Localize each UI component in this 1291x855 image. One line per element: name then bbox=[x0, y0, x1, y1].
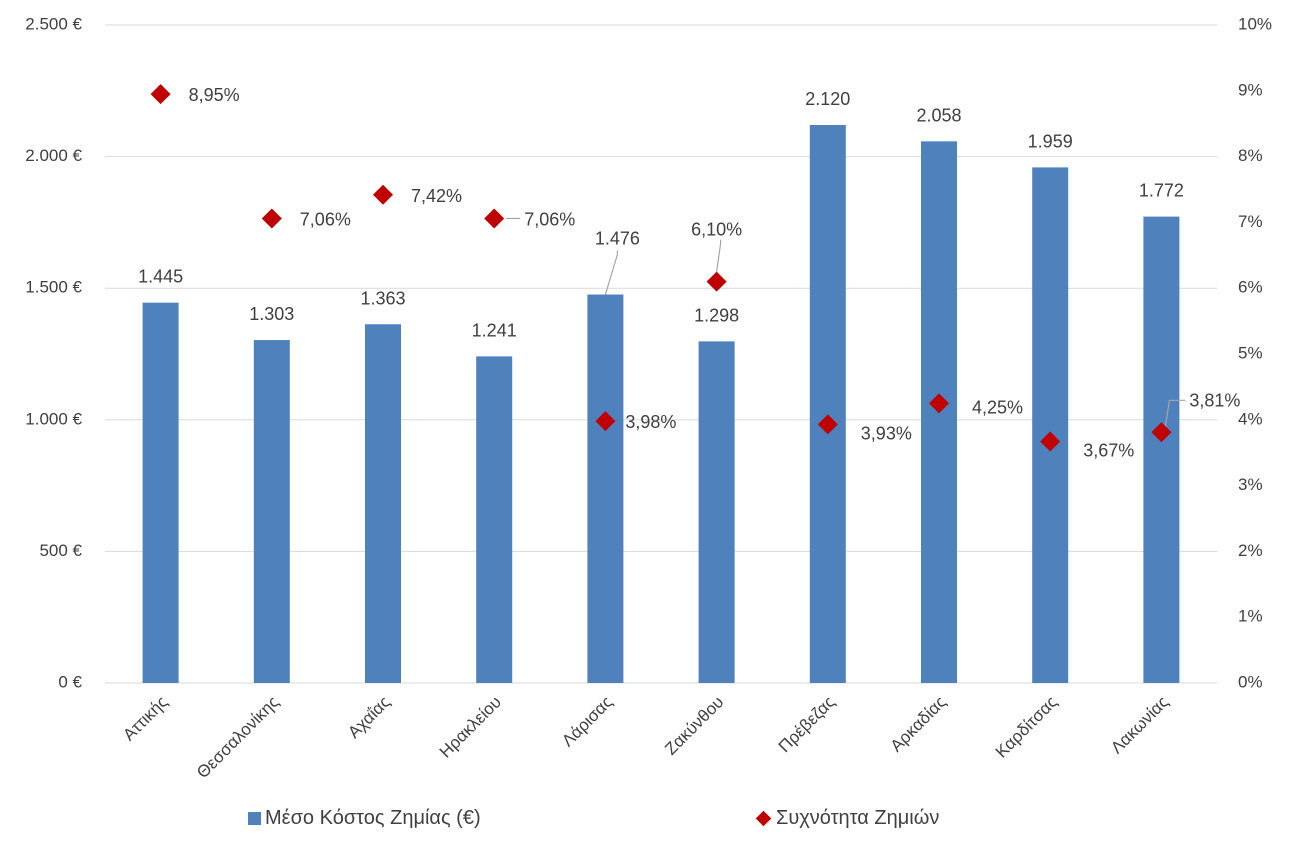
y-right-tick-label: 9% bbox=[1238, 80, 1263, 99]
y-right-tick-label: 6% bbox=[1238, 278, 1263, 297]
point-data-label: 7,42% bbox=[411, 186, 462, 206]
leader-lines bbox=[506, 217, 1186, 427]
category-label: Καρδίτσας bbox=[992, 692, 1061, 761]
point-data-label: 3,67% bbox=[1083, 441, 1134, 461]
bar-data-label: 1.363 bbox=[360, 288, 405, 308]
diamond-marker bbox=[706, 271, 727, 292]
bar bbox=[142, 302, 179, 683]
y-left-tick-label: 1.500 € bbox=[25, 278, 82, 297]
point-data-label: 6,10% bbox=[691, 220, 742, 240]
category-label: Αρκαδίας bbox=[887, 692, 950, 755]
bar-data-label: 1.298 bbox=[694, 305, 739, 325]
category-label: Λάρισας bbox=[558, 692, 616, 750]
y-right-tick-label: 3% bbox=[1238, 475, 1263, 494]
bar bbox=[253, 340, 290, 683]
point-data-label: 8,95% bbox=[189, 85, 240, 105]
bar bbox=[365, 324, 401, 683]
legend-bar-swatch-icon bbox=[248, 812, 261, 825]
bar bbox=[1143, 216, 1180, 683]
y-right-tick-label: 8% bbox=[1238, 146, 1263, 165]
bar bbox=[1032, 167, 1069, 683]
y-right-tick-label: 4% bbox=[1238, 409, 1263, 428]
bar-data-label: 1.303 bbox=[249, 304, 294, 324]
category-label: Θεσσαλονίκης bbox=[193, 692, 283, 782]
y-left-tick-label: 1.000 € bbox=[25, 409, 82, 428]
bar-data-label: 1.772 bbox=[1139, 181, 1184, 201]
y-right-tick-label: 0% bbox=[1238, 672, 1263, 691]
category-label: Ηρακλείου bbox=[436, 692, 505, 761]
legend-label-cost: Μέσο Κόστος Ζημίας (€) bbox=[265, 807, 481, 829]
diamond-marker bbox=[484, 208, 505, 229]
diamond-series bbox=[150, 84, 1172, 452]
y-left-tick-label: 0 € bbox=[58, 672, 82, 691]
gridlines bbox=[105, 24, 1217, 684]
legend-label-frequency: Συχνότητα Ζημιών bbox=[776, 807, 940, 829]
y-right-tick-label: 10% bbox=[1238, 14, 1272, 33]
legend-diamond-swatch-icon bbox=[755, 810, 772, 827]
y-right-tick-label: 5% bbox=[1238, 343, 1263, 362]
leader-line bbox=[604, 250, 619, 295]
diamond-marker bbox=[817, 414, 838, 435]
y-left-tick-label: 500 € bbox=[39, 541, 82, 560]
bar-data-label: 2.120 bbox=[805, 89, 850, 109]
category-label: Λακωνίας bbox=[1107, 692, 1172, 757]
bar-series bbox=[142, 125, 1180, 684]
bar bbox=[587, 294, 624, 683]
category-label: Αττικής bbox=[119, 692, 171, 744]
left-axis-ticks: 0 € 500 € 1.000 € 1.500 € 2.000 € 2.500 € bbox=[25, 14, 82, 691]
legend-item-frequency: Συχνότητα Ζημιών bbox=[755, 807, 940, 830]
legend-item-cost: Μέσο Κόστος Ζημίας (€) bbox=[248, 807, 481, 830]
diamond-marker bbox=[929, 393, 949, 414]
category-label: Αχαΐας bbox=[344, 692, 394, 742]
bar bbox=[476, 356, 513, 683]
bar bbox=[698, 341, 735, 683]
point-data-label: 7,06% bbox=[300, 209, 351, 229]
diamond-marker bbox=[150, 84, 171, 105]
category-axis-labels: Αττικής Θεσσαλονίκης Αχαΐας Ηρακλείου Λάρισα… bbox=[119, 692, 1172, 782]
diamond-marker bbox=[261, 208, 282, 229]
bar-data-label: 1.476 bbox=[595, 229, 640, 249]
y-right-tick-label: 1% bbox=[1238, 607, 1263, 626]
right-axis-ticks: 0% 1% 2% 3% 4% 5% 6% 7% 8% 9% 10% bbox=[1238, 14, 1272, 691]
point-data-label: 3,81% bbox=[1189, 390, 1240, 410]
y-right-tick-label: 2% bbox=[1238, 541, 1263, 560]
point-data-label: 4,25% bbox=[972, 397, 1023, 417]
diamond-marker bbox=[373, 184, 393, 205]
chart: 1.445 1.303 1.363 1.241 1.476 1.298 2.120 2.058… bbox=[25, 14, 1272, 782]
bar-data-label: 2.058 bbox=[916, 105, 961, 125]
diamond-marker bbox=[1151, 422, 1172, 443]
bar-data-label: 1.959 bbox=[1028, 131, 1073, 151]
diamond-marker bbox=[595, 411, 616, 432]
category-label: Ζακύνθου bbox=[661, 692, 727, 758]
y-right-tick-label: 7% bbox=[1238, 212, 1263, 231]
bar-data-label: 1.445 bbox=[138, 267, 183, 287]
bar-data-labels: 1.445 1.303 1.363 1.241 1.476 1.298 2.120 2.058… bbox=[138, 89, 1184, 340]
leader-line bbox=[716, 239, 722, 272]
y-left-tick-label: 2.000 € bbox=[25, 146, 82, 165]
point-data-label: 3,93% bbox=[861, 423, 912, 443]
category-label: Πρέβεζας bbox=[775, 692, 839, 756]
leader-line bbox=[1164, 399, 1186, 427]
y-left-tick-label: 2.500 € bbox=[25, 14, 82, 33]
point-data-label: 3,98% bbox=[625, 412, 676, 432]
bar bbox=[809, 125, 846, 684]
diamond-marker bbox=[1040, 431, 1061, 452]
point-data-labels: 8,95% 7,06% 7,42% 7,06% 3,98% 6,10% 3,93% 4,25%… bbox=[189, 85, 1241, 460]
point-data-label: 7,06% bbox=[524, 209, 575, 229]
bar-data-label: 1.241 bbox=[472, 320, 517, 340]
legend: Μέσο Κόστος Ζημίας (€) Συχνότητα Ζημιών bbox=[0, 803, 1291, 843]
